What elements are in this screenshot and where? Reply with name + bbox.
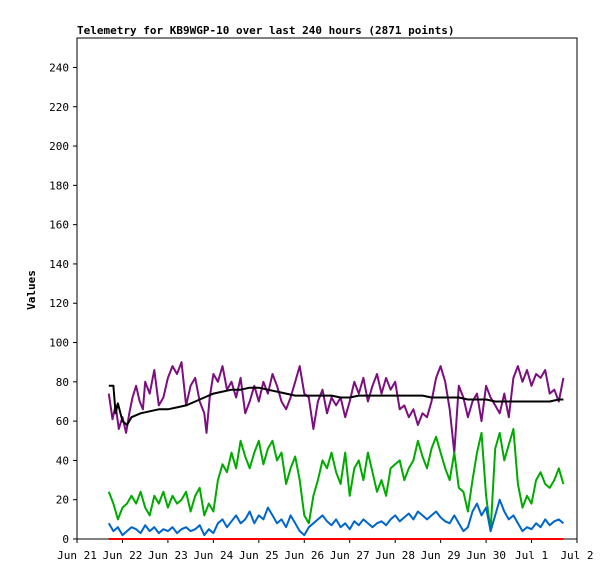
y-axis: 0 20 40 60 80 100 120 140 160 180 200 220 240 bbox=[49, 61, 77, 546]
y-tick-label: 60 bbox=[56, 415, 69, 428]
y-tick-label: 80 bbox=[56, 376, 69, 389]
x-tick-label: Jun 22 bbox=[103, 549, 143, 562]
y-axis-label: Values bbox=[25, 270, 38, 310]
x-tick-label: Jun 25 bbox=[239, 549, 279, 562]
x-tick-label: Jul 2 bbox=[560, 549, 593, 562]
x-tick-label: Jul 1 bbox=[515, 549, 548, 562]
x-tick-label: Jun 28 bbox=[375, 549, 415, 562]
y-tick-label: 200 bbox=[49, 140, 69, 153]
series-line-0 bbox=[107, 361, 565, 454]
y-tick-label: 240 bbox=[49, 61, 69, 74]
x-tick-label: Jun 30 bbox=[466, 549, 506, 562]
series-line-3 bbox=[107, 498, 565, 537]
series-layer bbox=[107, 361, 565, 540]
x-tick-label: Jun 21 bbox=[57, 549, 97, 562]
series-line-2 bbox=[107, 428, 565, 533]
y-tick-label: 180 bbox=[49, 179, 69, 192]
y-tick-label: 120 bbox=[49, 297, 69, 310]
x-tick-label: Jun 24 bbox=[193, 549, 233, 562]
y-tick-label: 100 bbox=[49, 337, 69, 350]
y-tick-label: 20 bbox=[56, 494, 69, 507]
y-tick-label: 220 bbox=[49, 101, 69, 114]
x-tick-label: Jun 29 bbox=[421, 549, 461, 562]
plot-frame bbox=[76, 37, 578, 540]
y-tick-label: 40 bbox=[56, 454, 69, 467]
chart-title: Telemetry for KB9WGP-10 over last 240 ho… bbox=[77, 24, 455, 37]
series-line-1 bbox=[108, 384, 564, 426]
x-tick-label: Jun 26 bbox=[284, 549, 324, 562]
y-tick-label: 160 bbox=[49, 219, 69, 232]
y-tick-label: 140 bbox=[49, 258, 69, 271]
x-tick-label: Jun 23 bbox=[148, 549, 188, 562]
x-axis: Jun 21 Jun 22 Jun 23 Jun 24 Jun 25 Jun 26 Jun … bbox=[57, 539, 594, 562]
y-tick-label: 0 bbox=[62, 533, 69, 546]
x-tick-label: Jun 27 bbox=[330, 549, 370, 562]
